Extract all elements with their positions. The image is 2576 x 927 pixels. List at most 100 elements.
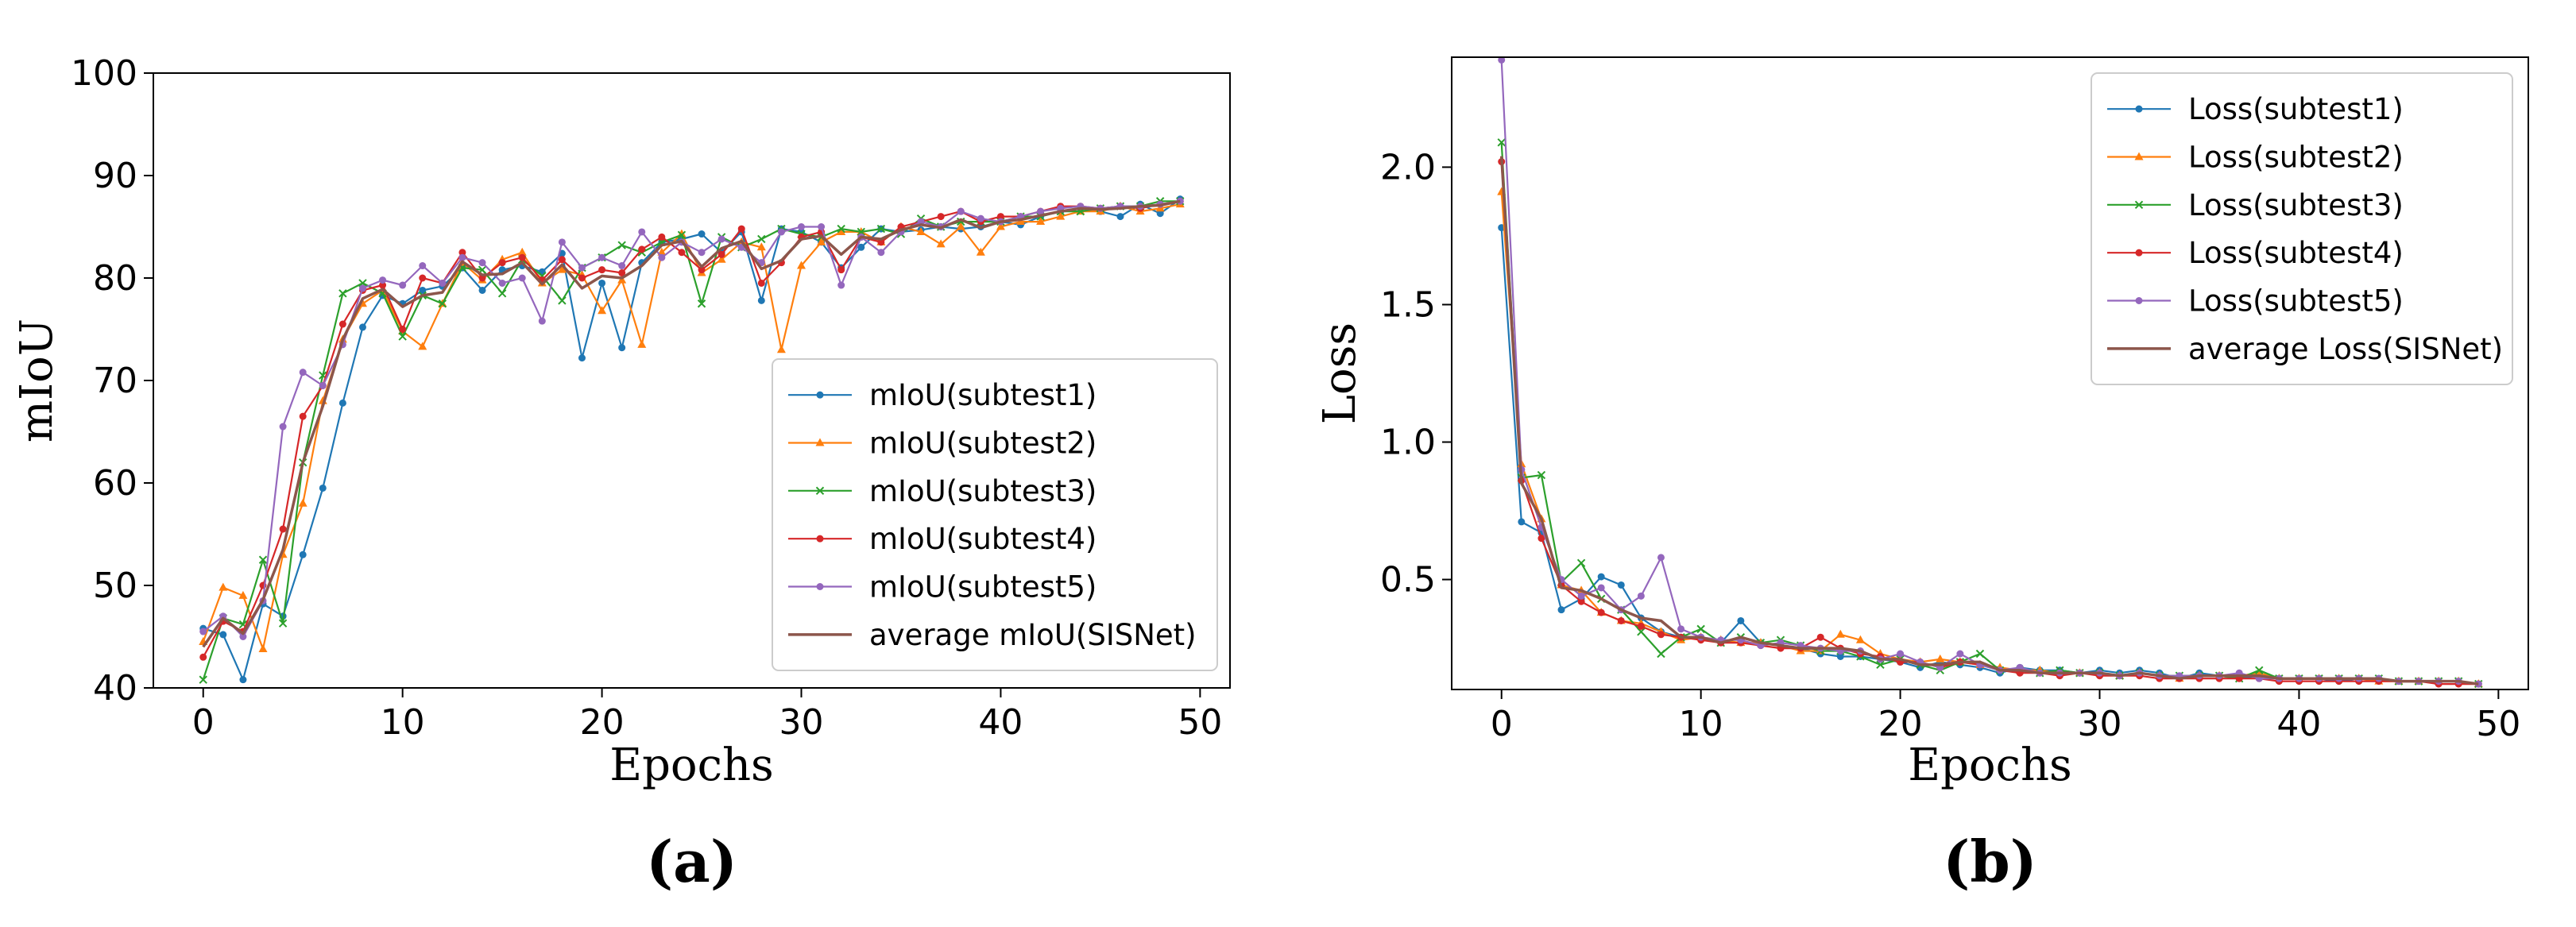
data-point [199, 653, 207, 661]
data-point [1497, 138, 1506, 147]
legend-marker [2135, 105, 2143, 113]
data-point [219, 582, 228, 591]
y-tick-label: 1.5 [1380, 284, 1436, 325]
data-point [1936, 654, 1945, 662]
panel-label: (b) [1943, 828, 2036, 895]
legend-item: average mIoU(SISNet) [788, 618, 1197, 652]
data-point [518, 253, 526, 261]
data-point [1876, 660, 1885, 670]
legend-item: Loss(subtest2) [2107, 141, 2404, 175]
data-point [1816, 633, 1824, 641]
data-point [798, 223, 806, 230]
axes-frame [153, 72, 1231, 689]
data-point [419, 262, 427, 270]
data-point [996, 222, 1005, 230]
data-point [617, 241, 626, 249]
plot-area [1497, 57, 2483, 689]
y-tick-label: 0.5 [1380, 560, 1436, 601]
data-point [677, 230, 687, 240]
data-point [1617, 581, 1625, 589]
y-tick-label: 80 [93, 258, 137, 299]
data-point [399, 281, 407, 289]
data-point [1855, 635, 1865, 643]
data-point [319, 381, 327, 389]
data-point [598, 253, 606, 261]
data-point [757, 279, 765, 287]
legend-box [2091, 72, 2513, 385]
data-point [2255, 666, 2264, 674]
x-tick-label: 20 [580, 702, 625, 743]
legend-box [772, 358, 1218, 671]
data-point [399, 326, 407, 333]
data-point [757, 296, 765, 304]
data-point [419, 286, 427, 294]
data-point [877, 238, 885, 246]
data-point [1696, 624, 1705, 634]
data-point [498, 259, 506, 267]
data-point [1597, 608, 1605, 616]
series-average [1499, 156, 2479, 686]
x-axis-label: Epochs [1908, 740, 2072, 791]
data-point [1836, 652, 1844, 660]
x-tick-label: 30 [2078, 704, 2122, 744]
data-point [1657, 631, 1665, 639]
legend-marker [2134, 152, 2144, 160]
legend-marker [816, 583, 824, 590]
data-point [338, 289, 347, 298]
data-point [419, 274, 427, 282]
data-point [877, 249, 885, 257]
x-tick-label: 30 [779, 702, 824, 743]
data-point [837, 224, 845, 234]
data-point [438, 299, 447, 308]
chart-a: 0 10 20 30 40 50 40 50 60 70 80 90 100 Epochs mIoU (a) m… [11, 53, 1231, 895]
data-point [1576, 558, 1586, 568]
x-tick-label: 10 [1679, 704, 1723, 744]
data-point [2254, 668, 2264, 677]
data-point [478, 274, 486, 282]
data-point [698, 266, 706, 274]
data-point [797, 261, 806, 269]
y-tick-label: 2.0 [1380, 147, 1436, 187]
y-tick-label: 60 [93, 463, 137, 504]
legend-label: Loss(subtest3) [2188, 188, 2404, 222]
data-point [698, 230, 706, 238]
y-axis-label: mIoU [11, 319, 63, 442]
data-point [937, 213, 945, 221]
data-point [279, 423, 287, 431]
data-point [618, 344, 626, 352]
y-tick-label: 70 [93, 361, 137, 401]
data-point [1737, 616, 1745, 624]
legend-item: Loss(subtest1) [2107, 92, 2404, 126]
data-point [1657, 554, 1665, 562]
data-point [658, 253, 666, 261]
legend-item: mIoU(subtest2) [788, 427, 1097, 461]
x-tick-label: 20 [1878, 704, 1923, 744]
data-point [1597, 584, 1605, 592]
data-point [1537, 535, 1545, 543]
data-point [1577, 597, 1585, 605]
legend-label: Loss(subtest4) [2188, 236, 2404, 270]
data-point [936, 239, 946, 248]
data-point [637, 339, 647, 348]
plot-area [199, 195, 1185, 684]
data-point [1056, 211, 1066, 220]
data-point [737, 225, 745, 233]
legend-item: mIoU(subtest5) [788, 570, 1097, 604]
x-tick-label: 40 [978, 702, 1023, 743]
legend-marker [815, 486, 825, 496]
data-point [1557, 606, 1565, 614]
data-point [299, 550, 307, 558]
data-point [258, 643, 268, 652]
data-point [1537, 470, 1546, 480]
data-point [578, 354, 586, 362]
x-tick-label: 50 [1178, 702, 1222, 743]
data-point [199, 628, 207, 635]
data-point [279, 525, 287, 533]
axes-frame [1451, 56, 2529, 690]
legend-label: Loss(subtest5) [2188, 284, 2404, 319]
y-tick-label: 1.0 [1380, 423, 1436, 463]
data-point [478, 286, 486, 294]
data-point [358, 284, 366, 292]
legend-item: mIoU(subtest4) [788, 522, 1097, 556]
